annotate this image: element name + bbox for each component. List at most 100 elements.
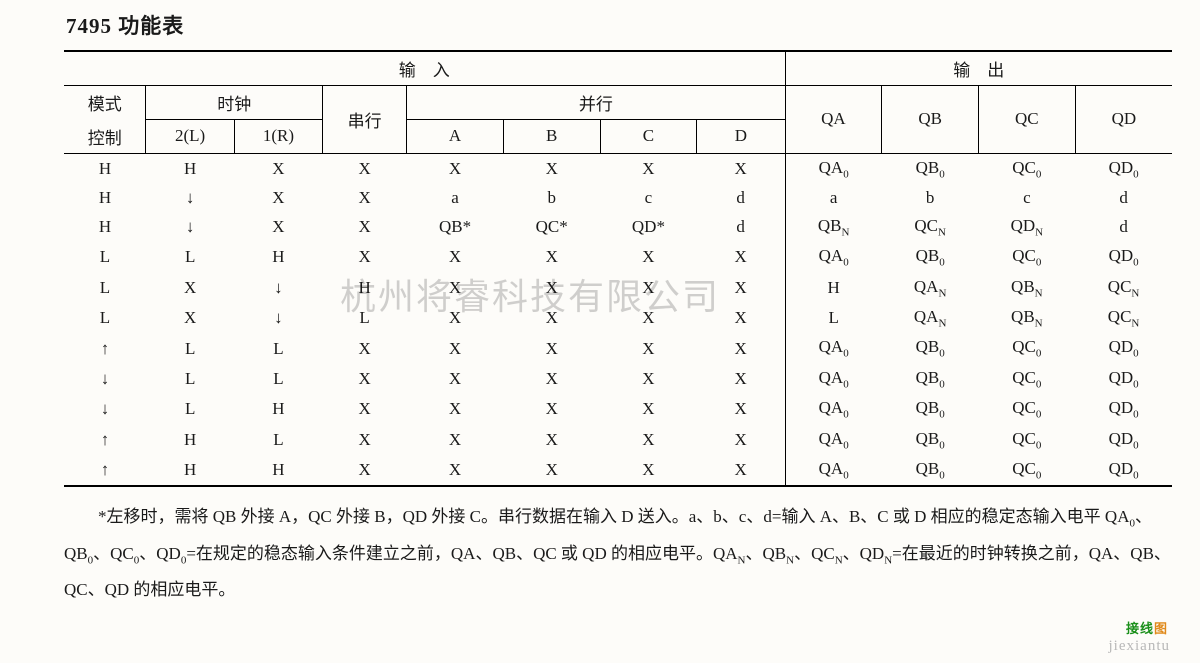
cell-QC: QC0 (978, 242, 1075, 272)
cell-mode: ↑ (64, 425, 146, 455)
cell-mode: L (64, 242, 146, 272)
cell-B: X (503, 242, 600, 272)
cell-D: X (697, 153, 785, 184)
hdr-mode2: 控制 (64, 120, 146, 154)
table-title: 7495 功能表 (66, 10, 1172, 40)
table-row: LX↓HXXXXHQANQBNQCN (64, 273, 1172, 303)
cell-QB: QB0 (882, 455, 979, 486)
cell-B: X (503, 425, 600, 455)
cell-D: X (697, 425, 785, 455)
cell-B: b (503, 184, 600, 212)
cell-mode: H (64, 184, 146, 212)
watermark-domain: jiexiantu (1109, 638, 1171, 655)
cell-A: X (407, 153, 504, 184)
table-row: ↓LHXXXXXQA0QB0QC0QD0 (64, 394, 1172, 424)
cell-C: X (600, 153, 697, 184)
cell-B: X (503, 273, 600, 303)
cell-A: a (407, 184, 504, 212)
cell-QB: QB0 (882, 333, 979, 363)
cell-QC: QC0 (978, 394, 1075, 424)
hdr-clock2L: 2(L) (146, 120, 234, 154)
cell-c1R: L (234, 364, 322, 394)
cell-c1R: ↓ (234, 273, 322, 303)
cell-mode: ↓ (64, 364, 146, 394)
cell-QB: QB0 (882, 153, 979, 184)
cell-B: X (503, 455, 600, 486)
hdr-QB: QB (882, 86, 979, 154)
watermark-logo-a: 接线 (1126, 621, 1154, 636)
cell-A: X (407, 455, 504, 486)
cell-c1R: X (234, 153, 322, 184)
watermark-logo-b: 图 (1154, 621, 1168, 636)
cell-C: X (600, 394, 697, 424)
cell-c2L: X (146, 303, 234, 333)
cell-mode: L (64, 273, 146, 303)
cell-mode: ↑ (64, 455, 146, 486)
cell-c1R: L (234, 333, 322, 363)
cell-QA: QA0 (785, 425, 882, 455)
cell-C: X (600, 455, 697, 486)
cell-B: X (503, 303, 600, 333)
cell-C: X (600, 303, 697, 333)
cell-QD: QD0 (1075, 153, 1172, 184)
hdr-B: B (503, 120, 600, 154)
cell-QD: QD0 (1075, 333, 1172, 363)
cell-QA: QA0 (785, 333, 882, 363)
table-row: ↑LLXXXXXQA0QB0QC0QD0 (64, 333, 1172, 363)
cell-QB: QAN (882, 273, 979, 303)
cell-QA: QA0 (785, 394, 882, 424)
cell-mode: ↑ (64, 333, 146, 363)
cell-c1R: H (234, 242, 322, 272)
hdr-A: A (407, 120, 504, 154)
table-row: LLHXXXXXQA0QB0QC0QD0 (64, 242, 1172, 272)
cell-QB: QB0 (882, 242, 979, 272)
hdr-clock1R: 1(R) (234, 120, 322, 154)
cell-QC: QC0 (978, 364, 1075, 394)
cell-ser: X (323, 425, 407, 455)
hdr-outputs: 输 出 (785, 51, 1172, 86)
cell-D: X (697, 394, 785, 424)
cell-QD: QCN (1075, 273, 1172, 303)
cell-QC: QDN (978, 212, 1075, 242)
cell-QA: L (785, 303, 882, 333)
cell-mode: L (64, 303, 146, 333)
hdr-clock: 时钟 (146, 86, 323, 120)
cell-c2L: H (146, 455, 234, 486)
cell-ser: X (323, 364, 407, 394)
cell-ser: X (323, 212, 407, 242)
cell-QC: QBN (978, 273, 1075, 303)
cell-c1R: H (234, 455, 322, 486)
cell-mode: H (64, 153, 146, 184)
table-row: ↓LLXXXXXQA0QB0QC0QD0 (64, 364, 1172, 394)
cell-QD: QD0 (1075, 455, 1172, 486)
cell-D: X (697, 273, 785, 303)
cell-B: QC* (503, 212, 600, 242)
cell-QA: QA0 (785, 364, 882, 394)
cell-c2L: X (146, 273, 234, 303)
cell-A: X (407, 303, 504, 333)
cell-C: X (600, 425, 697, 455)
cell-ser: X (323, 242, 407, 272)
hdr-QD: QD (1075, 86, 1172, 154)
cell-C: X (600, 364, 697, 394)
cell-D: X (697, 364, 785, 394)
hdr-parallel: 并行 (407, 86, 785, 120)
hdr-serial: 串行 (323, 86, 407, 154)
cell-C: c (600, 184, 697, 212)
cell-QC: QC0 (978, 153, 1075, 184)
cell-D: X (697, 303, 785, 333)
cell-QD: QD0 (1075, 364, 1172, 394)
cell-QA: QA0 (785, 153, 882, 184)
cell-QB: QB0 (882, 364, 979, 394)
table-row: H↓XXabcdabcd (64, 184, 1172, 212)
cell-c2L: L (146, 242, 234, 272)
watermark-logo: 接线图 (1126, 618, 1168, 637)
hdr-QC: QC (978, 86, 1075, 154)
cell-C: X (600, 273, 697, 303)
cell-B: X (503, 153, 600, 184)
cell-B: X (503, 394, 600, 424)
cell-D: d (697, 212, 785, 242)
cell-ser: H (323, 273, 407, 303)
cell-c2L: L (146, 394, 234, 424)
cell-mode: H (64, 212, 146, 242)
